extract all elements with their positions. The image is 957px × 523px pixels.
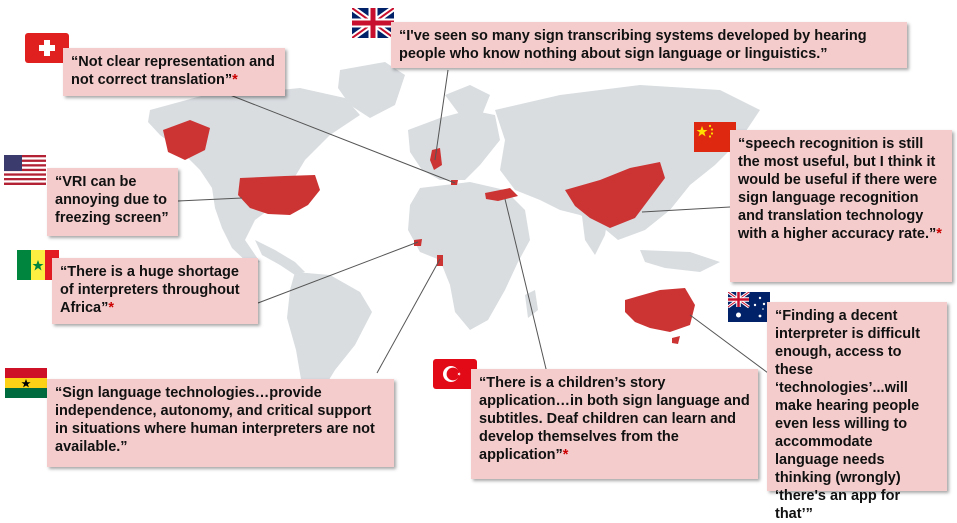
china-highlight bbox=[565, 162, 665, 228]
ghana-highlight bbox=[437, 255, 443, 266]
quote-australia-text: “Finding a decent interpreter is difficu… bbox=[775, 308, 921, 522]
quote-senegal: “There is a huge shortage of interpreter… bbox=[52, 258, 258, 324]
quote-uk: “I've seen so many sign transcribing sys… bbox=[391, 22, 907, 68]
quote-uk-text: “I've seen so many sign transcribing sys… bbox=[399, 28, 867, 62]
quote-ghana-text: “Sign language technologies…provide inde… bbox=[55, 385, 375, 455]
quote-switzerland-text: “Not clear representation and not correc… bbox=[71, 54, 275, 88]
quote-australia: “Finding a decent interpreter is difficu… bbox=[767, 302, 947, 522]
turkey-flag-icon bbox=[433, 359, 477, 389]
quote-usa-text: “VRI can be annoying due to freezing scr… bbox=[55, 174, 169, 226]
quote-switzerland: “Not clear representation and not correc… bbox=[63, 48, 285, 96]
uk-highlight bbox=[430, 148, 442, 170]
turkey-highlight bbox=[485, 188, 518, 201]
quote-turkey-text: “There is a children’s story application… bbox=[479, 375, 750, 463]
quote-turkey: “There is a children’s story application… bbox=[471, 369, 758, 479]
usa-highlight bbox=[238, 175, 320, 215]
highlighted-countries bbox=[163, 120, 695, 344]
quote-china-asterisk: * bbox=[936, 226, 942, 242]
australia-highlight bbox=[625, 288, 695, 332]
quote-senegal-asterisk: * bbox=[108, 300, 115, 316]
land-masses bbox=[148, 62, 760, 425]
switzerland-flag-icon bbox=[25, 33, 69, 63]
quote-china: “speech recognition is still the most us… bbox=[730, 130, 952, 282]
quote-ghana: “Sign language technologies…provide inde… bbox=[47, 379, 394, 467]
alaska-highlight bbox=[163, 120, 210, 160]
tasmania-highlight bbox=[672, 336, 680, 344]
world-map bbox=[148, 62, 769, 425]
uk-flag-icon bbox=[352, 8, 394, 38]
quote-china-text: “speech recognition is still the most us… bbox=[738, 136, 938, 242]
usa-flag-icon bbox=[4, 155, 46, 185]
australia-flag-icon bbox=[728, 292, 770, 322]
ghana-flag-icon bbox=[5, 368, 47, 398]
quote-turkey-asterisk: * bbox=[562, 447, 569, 463]
connector-lines bbox=[177, 69, 769, 374]
quote-switzerland-asterisk: * bbox=[232, 72, 238, 88]
quote-usa: “VRI can be annoying due to freezing scr… bbox=[47, 168, 178, 236]
quote-senegal-text: “There is a huge shortage of interpreter… bbox=[60, 264, 240, 316]
china-flag-icon bbox=[694, 122, 736, 152]
